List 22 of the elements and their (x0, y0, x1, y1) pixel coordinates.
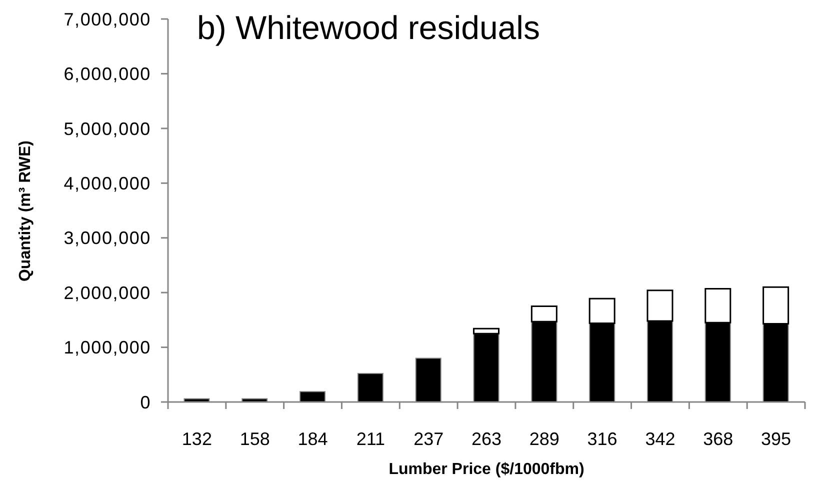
x-tick-label: 184 (298, 428, 328, 449)
y-tick-label: 2,000,000 (64, 282, 151, 303)
x-tick-label: 395 (761, 428, 792, 449)
x-tick-label: 237 (414, 428, 444, 449)
x-tick-label: 289 (529, 428, 560, 449)
y-tick-label: 7,000,000 (64, 9, 151, 30)
y-tick-label: 4,000,000 (64, 174, 151, 194)
y-axis-title: Quantity (m³ RWE) (17, 140, 35, 282)
x-tick-label: 342 (645, 428, 676, 449)
x-tick-label: 132 (182, 428, 212, 449)
x-tick-label: 368 (703, 428, 734, 449)
x-tick-label: 316 (587, 428, 618, 449)
y-tick-label: 5,000,000 (64, 118, 151, 139)
y-tick-label: 3,000,000 (64, 228, 151, 248)
chart-title: b) Whitewood residuals (197, 8, 540, 48)
y-tick-label: 6,000,000 (64, 64, 151, 84)
y-tick-label: 0 (140, 392, 151, 412)
x-tick-label: 211 (356, 428, 386, 449)
x-tick-label: 158 (240, 428, 270, 449)
y-tick-label: 1,000,000 (64, 338, 151, 358)
x-axis-title: Lumber Price ($/1000fbm) (388, 461, 584, 479)
x-tick-label: 263 (471, 428, 502, 449)
